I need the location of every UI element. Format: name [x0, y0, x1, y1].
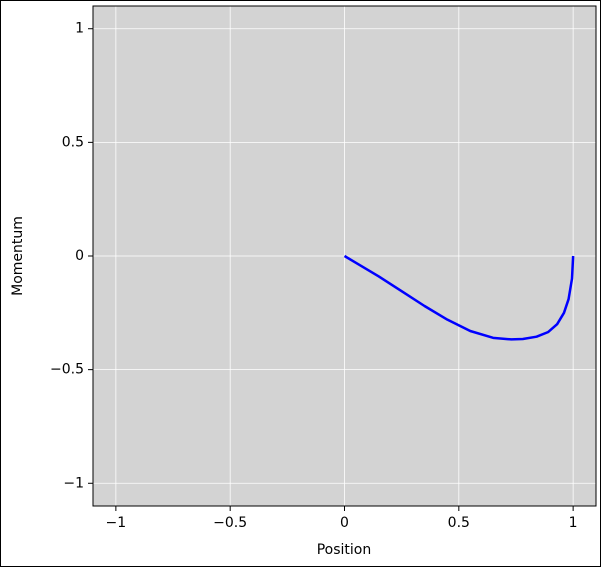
x-tick-label: −0.5	[213, 515, 247, 531]
y-tick-label: 0.5	[62, 134, 84, 150]
y-axis-label: Momentum	[10, 216, 26, 296]
x-tick-label: 1	[569, 515, 578, 531]
y-tick-label: 0	[75, 248, 84, 264]
y-tick-label: −1	[63, 475, 84, 491]
x-tick-label: 0	[340, 515, 349, 531]
x-axis-label: Position	[317, 542, 372, 558]
x-tick-label: 0.5	[448, 515, 470, 531]
y-tick-label: 1	[75, 21, 84, 37]
x-tick-label: −1	[106, 515, 127, 531]
plot-frame	[92, 5, 597, 507]
y-tick-label: −0.5	[50, 362, 84, 378]
data-line	[343, 254, 575, 341]
